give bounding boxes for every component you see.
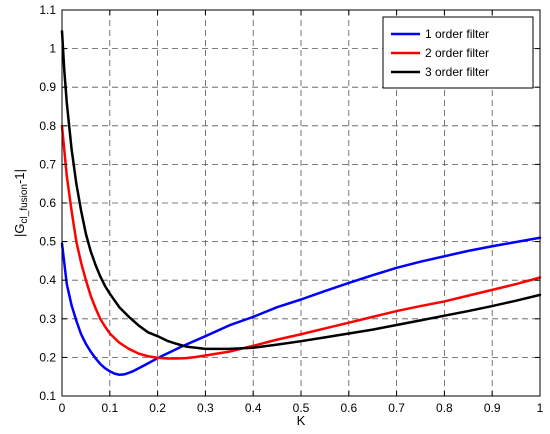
- y-tick-label: 0.2: [39, 350, 56, 364]
- x-tick-label: 0.8: [436, 401, 453, 415]
- series-lines: [60, 29, 542, 377]
- series-line-1: [60, 236, 542, 377]
- x-tick-label: 0.5: [293, 401, 310, 415]
- y-tick-label: 0.3: [39, 312, 56, 326]
- y-axis-label-suffix: -1|: [12, 169, 27, 184]
- legend-label-series-2: 2 order filter: [425, 46, 489, 60]
- y-tick-label: 1: [49, 42, 56, 56]
- y-tick-label: 0.4: [39, 273, 56, 287]
- x-axis-label: K: [297, 413, 306, 428]
- legend-label-series-1: 1 order filter: [425, 27, 489, 41]
- x-tick-label: 0.9: [484, 401, 501, 415]
- x-tick-label: 0: [59, 401, 66, 415]
- series-line-3: [60, 29, 542, 351]
- legend-label-series-3: 3 order filter: [425, 65, 489, 79]
- x-tick-label: 1: [537, 401, 544, 415]
- x-tick-label: 0.2: [149, 401, 166, 415]
- y-tick-labels: 0.1 0.2 0.3 0.4 0.5 0.6 0.7 0.8 0.9 1 1.1: [39, 3, 56, 403]
- y-tick-label: 0.8: [39, 119, 56, 133]
- y-tick-label: 0.6: [39, 196, 56, 210]
- y-tick-label: 0.7: [39, 157, 56, 171]
- y-tick-label: 0.5: [39, 235, 56, 249]
- x-tick-labels: 0 0.1 0.2 0.3 0.4 0.5 0.6 0.7 0.8 0.9 1: [59, 401, 544, 415]
- y-tick-label: 0.1: [39, 389, 56, 403]
- y-tick-label: 1.1: [39, 3, 56, 17]
- x-tick-label: 0.7: [388, 401, 405, 415]
- ticks: [61, 9, 541, 397]
- series-line-2: [60, 124, 542, 360]
- y-axis-label-subscript: cl_fusion: [19, 184, 30, 223]
- y-axis-label-prefix: |G: [12, 223, 27, 237]
- x-tick-label: 0.4: [245, 401, 262, 415]
- x-tick-label: 0.1: [101, 401, 118, 415]
- y-axis-label: |Gcl_fusion-1|: [12, 169, 30, 237]
- x-tick-label: 0.6: [340, 401, 357, 415]
- y-tick-label: 0.9: [39, 80, 56, 94]
- x-tick-label: 0.3: [197, 401, 214, 415]
- legend: 1 order filter 2 order filter 3 order fi…: [382, 16, 534, 89]
